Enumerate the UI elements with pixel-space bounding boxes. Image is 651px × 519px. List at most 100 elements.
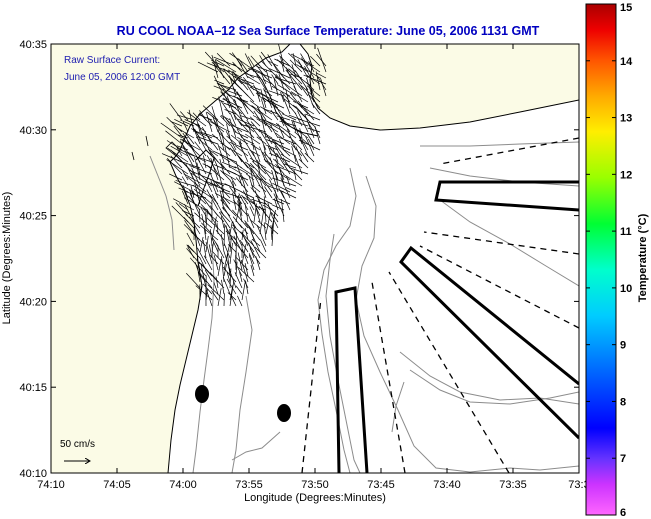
x-axis-label: Longitude (Degrees:Minutes)	[244, 492, 386, 504]
current-vector	[208, 244, 213, 259]
current-vector	[252, 197, 261, 223]
current-vector	[217, 129, 225, 151]
colorbar-tick-label: 8	[620, 396, 626, 408]
current-vector	[229, 179, 237, 193]
current-vector	[234, 131, 249, 139]
current-vector	[278, 71, 291, 85]
x-tick-label: 73:40	[433, 479, 461, 491]
current-vector	[249, 248, 261, 265]
current-vector	[223, 69, 231, 79]
current-vector	[220, 163, 231, 175]
current-vector	[219, 158, 225, 175]
current-vector	[170, 155, 183, 169]
current-vector	[298, 82, 309, 97]
colorbar-ticks: 15 14 13 12 11 10 9 8 7 6	[586, 2, 633, 519]
current-vector	[211, 242, 214, 253]
current-vector	[182, 184, 189, 199]
colorbar-tick-label: 11	[620, 226, 632, 238]
colorbar-tick-label: 15	[620, 2, 632, 14]
current-vector	[247, 65, 261, 73]
current-vector	[241, 282, 246, 301]
current-vector	[203, 155, 207, 169]
current-vector	[211, 106, 219, 127]
current-vector	[253, 203, 257, 223]
current-vector	[166, 140, 183, 151]
current-vector	[199, 272, 213, 289]
current-vector	[271, 170, 279, 193]
current-vector	[232, 226, 243, 247]
current-vector	[234, 272, 243, 289]
current-vector	[196, 162, 201, 175]
current-vector	[277, 84, 297, 97]
current-vector	[227, 292, 237, 301]
current-vector	[288, 52, 303, 67]
current-vector	[247, 196, 261, 211]
current-vector	[244, 220, 261, 241]
current-vector	[256, 74, 267, 91]
current-vector	[177, 134, 189, 139]
current-vector	[226, 95, 237, 121]
station-marker	[195, 385, 209, 403]
current-vector	[258, 184, 267, 193]
current-vector	[170, 121, 183, 127]
current-vector	[220, 234, 225, 253]
current-vector	[239, 166, 261, 181]
current-vector	[288, 136, 303, 151]
current-vector	[306, 77, 315, 103]
current-vector	[166, 159, 189, 175]
current-vector	[201, 213, 207, 235]
x-tick-label: 73:45	[367, 479, 395, 491]
current-vector	[297, 59, 309, 79]
current-vector	[316, 53, 327, 67]
current-vector	[259, 146, 267, 163]
current-vector	[235, 285, 243, 295]
colorbar-tick-label: 9	[620, 340, 626, 352]
current-vector	[236, 128, 243, 139]
current-vector	[269, 157, 279, 181]
current-vector	[240, 98, 255, 109]
current-vector	[221, 171, 237, 181]
current-vector	[211, 194, 225, 217]
current-vector	[217, 131, 231, 145]
current-vector	[268, 139, 291, 151]
current-vector	[256, 118, 279, 133]
current-vector	[213, 179, 231, 199]
current-vector	[291, 146, 297, 163]
current-vector	[181, 190, 189, 205]
current-vector	[316, 72, 327, 79]
colorbar-tick-label: 14	[620, 56, 633, 68]
current-vector	[220, 142, 243, 157]
current-vector	[251, 105, 273, 121]
current-vector	[242, 76, 255, 91]
current-vector	[220, 115, 231, 127]
current-vector	[224, 146, 231, 169]
current-vector	[271, 138, 291, 157]
current-vector	[270, 125, 279, 139]
current-vector	[169, 103, 183, 121]
current-vector	[211, 216, 217, 241]
current-vector	[248, 175, 255, 193]
current-vector	[194, 156, 201, 181]
current-vector	[220, 100, 231, 115]
current-vector	[230, 176, 237, 187]
current-vector	[260, 72, 267, 85]
current-vector	[236, 96, 255, 115]
current-vector	[300, 112, 315, 127]
current-vector	[250, 240, 261, 259]
current-vector	[237, 295, 243, 307]
current-vector	[239, 271, 243, 283]
current-vector	[305, 113, 321, 121]
current-vector	[307, 93, 321, 109]
current-vector	[191, 128, 207, 139]
current-vector	[241, 191, 255, 199]
current-vector	[205, 235, 209, 253]
current-vector	[227, 253, 231, 277]
current-vector	[187, 244, 201, 259]
current-vector	[264, 186, 273, 199]
x-tick-label: 73:55	[235, 479, 263, 491]
current-vector	[308, 61, 315, 73]
current-vector	[213, 157, 225, 169]
current-vector	[199, 283, 203, 295]
current-vector	[223, 224, 226, 247]
current-vector	[241, 194, 249, 205]
